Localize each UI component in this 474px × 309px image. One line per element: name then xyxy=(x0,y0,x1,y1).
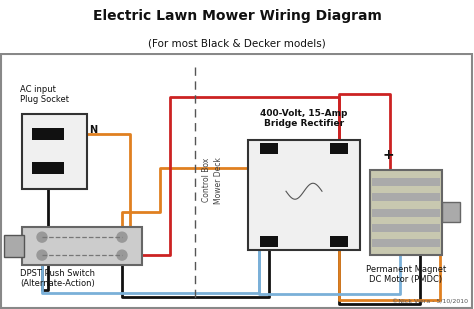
Text: +: + xyxy=(332,144,345,159)
Circle shape xyxy=(37,250,47,260)
Bar xyxy=(370,170,442,255)
Bar xyxy=(248,140,360,250)
Text: Permanent Magnet
DC Motor (PMDC): Permanent Magnet DC Motor (PMDC) xyxy=(366,265,446,285)
Text: Control Box: Control Box xyxy=(202,158,211,202)
Bar xyxy=(32,128,64,140)
Text: N: N xyxy=(89,125,97,135)
Circle shape xyxy=(117,250,127,260)
Bar xyxy=(4,235,24,257)
Bar xyxy=(442,202,460,222)
Text: (For most Black & Decker models): (For most Black & Decker models) xyxy=(148,38,326,49)
Bar xyxy=(32,162,64,174)
Bar xyxy=(372,239,440,247)
Text: DPST Push Switch
(Alternate-Action): DPST Push Switch (Alternate-Action) xyxy=(20,269,95,289)
Bar xyxy=(372,178,440,186)
Text: Electric Lawn Mower Wiring Diagram: Electric Lawn Mower Wiring Diagram xyxy=(92,9,382,23)
Text: L: L xyxy=(81,167,87,177)
Bar xyxy=(260,143,278,154)
Text: ~: ~ xyxy=(264,148,276,162)
Text: ~: ~ xyxy=(332,228,344,242)
Bar xyxy=(22,227,142,265)
Circle shape xyxy=(117,232,127,242)
Bar xyxy=(372,224,440,232)
Bar xyxy=(372,193,440,201)
Bar xyxy=(372,209,440,217)
Bar xyxy=(330,143,348,154)
Text: +: + xyxy=(382,148,394,162)
Text: ©Nick Viera - 5/10/2010: ©Nick Viera - 5/10/2010 xyxy=(392,299,468,304)
Bar xyxy=(260,236,278,247)
Text: -: - xyxy=(266,224,274,242)
Circle shape xyxy=(37,232,47,242)
Text: AC input
Plug Socket: AC input Plug Socket xyxy=(20,85,69,104)
Text: 400-Volt, 15-Amp
Bridge Rectifier: 400-Volt, 15-Amp Bridge Rectifier xyxy=(260,109,348,128)
Text: Mower Deck: Mower Deck xyxy=(215,157,224,204)
Bar xyxy=(330,236,348,247)
Bar xyxy=(22,114,87,189)
